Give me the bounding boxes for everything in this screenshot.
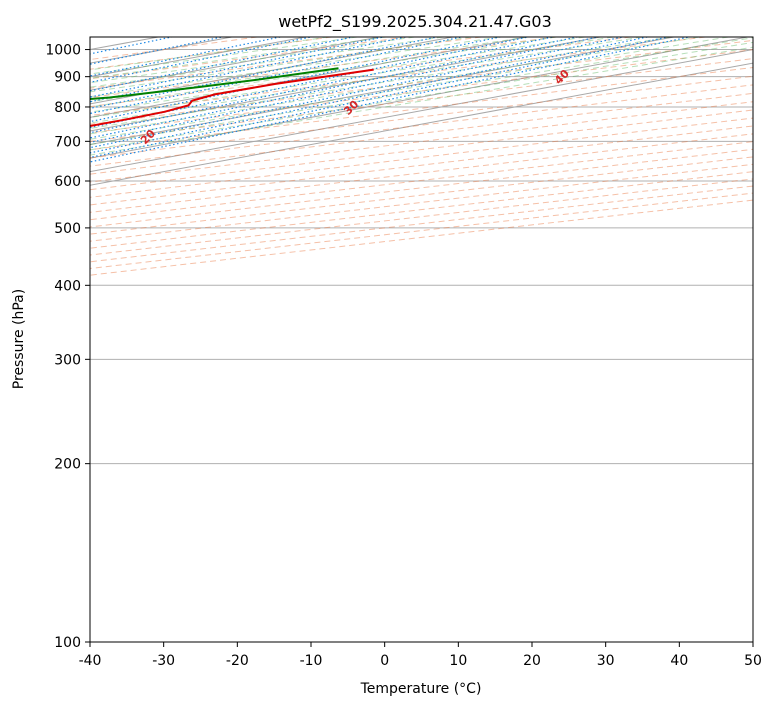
isotherm-line (90, 37, 674, 146)
x-tick-label: 40 (670, 653, 688, 669)
y-tick-label: 400 (54, 278, 81, 294)
mixing-ratio-line (90, 37, 384, 98)
y-tick-label: 200 (54, 457, 81, 473)
dry-adiabat-line (90, 37, 332, 70)
grid-layer (0, 37, 753, 642)
mixing-ratio-line (90, 37, 648, 154)
isotherm-line (90, 62, 753, 186)
chart-title: wetPf2_S199.2025.304.21.47.G03 (278, 12, 552, 32)
y-tick-label: 700 (54, 134, 81, 150)
mixing-ratio-layer (90, 37, 690, 163)
x-tick-label: 0 (380, 653, 389, 669)
plot-frame (89, 36, 754, 643)
mixing-ratio-line (90, 37, 623, 149)
y-tick-label: 900 (54, 70, 81, 86)
moist-adiabat-line (90, 37, 443, 88)
moist-adiabat-line (90, 41, 753, 151)
x-tick-label: -40 (79, 653, 102, 669)
y-tick-label: 300 (54, 352, 81, 368)
dry-adiabat-line (90, 75, 753, 159)
dewpoint-profile-line (90, 67, 339, 100)
moist-adiabat-line (90, 37, 671, 129)
y-tick-label: 100 (54, 635, 81, 651)
y-tick-label: 500 (54, 221, 81, 237)
mixing-ratio-line (90, 37, 281, 77)
x-axis-label: Temperature (°C) (360, 681, 482, 697)
isotherm-line (90, 37, 527, 118)
mixing-ratio-line (90, 37, 578, 139)
isotherm-line (90, 49, 753, 173)
mixing-ratio-line (90, 37, 312, 83)
dry-adiabat-line (90, 66, 753, 151)
x-tick-label: -30 (152, 653, 175, 669)
y-tick-label: 800 (54, 100, 81, 116)
y-axis-ticks: 100 200 300 400 500 600 700 800 900 1000 (45, 43, 90, 651)
isotherm-line (90, 37, 748, 159)
dry-adiabat-line (90, 37, 556, 98)
mixing-ratio-line (90, 37, 406, 103)
isotherm-line (90, 37, 380, 91)
dry-adiabat-line (90, 84, 753, 167)
moist-adiabat-line (90, 37, 614, 119)
y-axis-label: Pressure (hPa) (11, 289, 27, 389)
x-tick-label: 20 (523, 653, 541, 669)
isotherm-line (0, 37, 11, 642)
mixing-ratio-line (90, 37, 462, 115)
dry-adiabat-line (90, 37, 482, 89)
x-tick-label: -20 (226, 653, 249, 669)
mixing-ratio-line (90, 37, 690, 163)
moist-adiabat-line (90, 46, 753, 156)
moist-adiabat-line (90, 37, 585, 113)
mixing-ratio-line (90, 37, 553, 134)
dry-adiabat-line (90, 117, 753, 198)
x-axis-ticks: -40 -30 -20 -10 0 10 20 30 40 50 (79, 642, 762, 669)
moist-adiabat-line (90, 37, 472, 93)
mixing-ratio-line (90, 37, 669, 159)
moist-adiabat-line (90, 37, 415, 84)
x-tick-label: 30 (597, 653, 615, 669)
isotherm-line (90, 37, 453, 105)
moist-adiabat-line (90, 37, 753, 146)
series-layer (90, 67, 374, 128)
adiabat-layer (90, 37, 753, 276)
moist-adiabat-line (90, 37, 557, 108)
x-tick-label: 50 (744, 653, 762, 669)
x-tick-label: -10 (300, 653, 323, 669)
y-tick-label: 600 (54, 174, 81, 190)
dry-adiabat-line (90, 37, 407, 80)
x-tick-label: 10 (449, 653, 467, 669)
y-tick-label: 1000 (45, 43, 81, 59)
dry-adiabat-line (90, 125, 753, 206)
moist-adiabat-line (90, 37, 500, 98)
dry-adiabat-line (90, 109, 753, 191)
